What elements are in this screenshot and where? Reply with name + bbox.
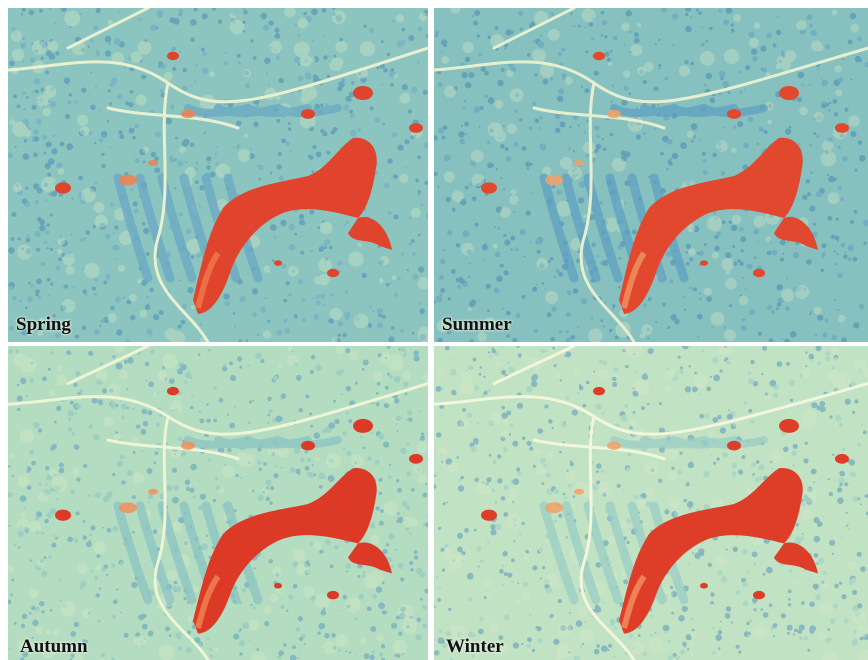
sand-bunker (181, 441, 195, 450)
cart-path (106, 438, 240, 461)
pond (353, 86, 373, 100)
pond (353, 418, 373, 433)
reservoir-arm (348, 542, 392, 574)
reservoir-shallow-edge (621, 574, 647, 629)
north-road (492, 8, 576, 50)
summer-label: Summer (442, 314, 512, 335)
fairway-stripes (113, 436, 342, 605)
roads (8, 8, 428, 342)
spring-panel: Spring (8, 8, 428, 342)
roads (8, 346, 428, 660)
main-road (8, 46, 428, 104)
pond (753, 268, 765, 278)
side-road (579, 415, 636, 660)
pond (167, 386, 179, 396)
sand-bunker (148, 160, 158, 166)
reservoir-body (619, 137, 803, 314)
pond (593, 51, 605, 61)
pond (301, 109, 315, 119)
side-road (153, 415, 210, 660)
pond (481, 182, 497, 194)
sand-bunker (607, 109, 621, 119)
pond (727, 109, 741, 119)
pond (481, 509, 497, 521)
autumn-thermal-map (8, 346, 428, 660)
pond (700, 260, 708, 266)
pond (835, 453, 849, 464)
sand-bunker (119, 174, 137, 186)
summer-thermal-map (434, 8, 868, 342)
reservoir (193, 137, 392, 314)
terrain-texture (8, 8, 428, 342)
sand-bunker (607, 441, 621, 450)
winter-thermal-map (434, 346, 868, 660)
reservoir (619, 137, 818, 314)
pond (327, 268, 339, 278)
side-road (153, 81, 210, 342)
reservoir-shallow-edge (195, 574, 221, 629)
pond (835, 123, 849, 133)
pond (779, 418, 799, 433)
roads (434, 346, 868, 660)
reservoir-body (193, 468, 377, 634)
pond (700, 582, 708, 589)
main-road (8, 382, 428, 436)
roads (434, 8, 868, 342)
pond (409, 123, 423, 133)
terrain-texture (434, 8, 868, 342)
pond (593, 386, 605, 396)
cart-path (106, 106, 240, 130)
pond (779, 86, 799, 100)
winter-panel: Winter (434, 346, 868, 660)
autumn-panel: Autumn (8, 346, 428, 660)
winter-label: Winter (446, 636, 504, 657)
reservoir (193, 468, 392, 634)
sand-bunker (181, 109, 195, 119)
cart-path (532, 106, 666, 130)
main-road (434, 382, 868, 436)
autumn-label: Autumn (20, 636, 88, 657)
sand-bunker (574, 488, 584, 495)
north-road (492, 346, 576, 386)
spring-label: Spring (16, 314, 71, 335)
cart-path (532, 438, 666, 461)
pond (55, 509, 71, 521)
pond (327, 590, 339, 600)
pond (55, 182, 71, 194)
pond (409, 453, 423, 464)
reservoir-arm (348, 217, 392, 250)
pond (753, 590, 765, 600)
sand-bunker (119, 502, 137, 514)
pond (274, 260, 282, 266)
reservoir-body (619, 468, 803, 634)
reservoir-shallow-edge (195, 251, 221, 309)
sand-bunker (545, 174, 563, 186)
sand-bunker (574, 160, 584, 166)
pond (727, 440, 741, 451)
reservoir-shallow-edge (621, 251, 647, 309)
sand-bunker (148, 488, 158, 495)
reservoir-arm (774, 542, 818, 574)
pond (301, 440, 315, 451)
summer-panel: Summer (434, 8, 868, 342)
north-road (66, 346, 150, 386)
reservoir (619, 468, 818, 634)
reservoir-body (193, 137, 377, 314)
reservoir-arm (774, 217, 818, 250)
sand-bunker (545, 502, 563, 514)
spring-thermal-map (8, 8, 428, 342)
main-road (434, 46, 868, 104)
side-road (579, 81, 636, 342)
pond (167, 51, 179, 61)
north-road (66, 8, 150, 50)
pond (274, 582, 282, 589)
